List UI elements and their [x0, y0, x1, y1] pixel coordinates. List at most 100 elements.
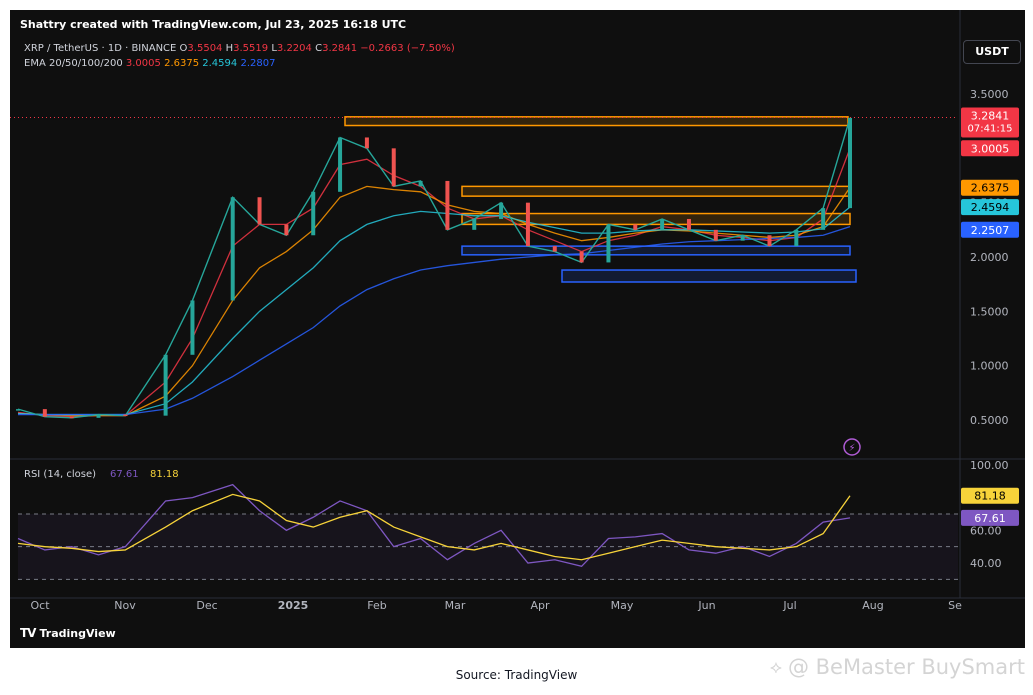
rsi-ma-tag: 81.18	[974, 490, 1006, 503]
time-tick-label: Aug	[862, 599, 883, 612]
ema200-tag-bg	[961, 221, 1019, 238]
rsi-tick-label: 60.00	[970, 524, 1002, 537]
lightning-glyph-icon: ⚡	[848, 443, 855, 454]
candle[interactable]	[257, 197, 262, 225]
candle[interactable]	[123, 414, 128, 417]
time-tick-label: May	[611, 599, 634, 612]
candle[interactable]	[190, 300, 195, 355]
candle[interactable]	[767, 235, 772, 247]
tradingview-mark-icon: TV	[20, 626, 37, 640]
rsi-value-tag-bg	[961, 509, 1019, 526]
symbol-ohlc-line: XRP / TetherUS · 1D · BINANCE O3.5504 H3…	[24, 43, 455, 54]
rsi-line[interactable]	[17, 483, 851, 567]
open-label: O	[179, 43, 188, 54]
rsi-value-tag: 67.61	[974, 512, 1006, 525]
low-value: 3.2204	[276, 43, 312, 54]
rsi-ma-tag-bg	[961, 487, 1019, 504]
candle[interactable]	[579, 251, 584, 263]
chart-canvas[interactable]: 3.50003.00002.50002.00001.50001.00000.50…	[10, 10, 1025, 648]
tradingview-logo-text: TradingView	[39, 626, 116, 640]
ema100-tag-bg	[961, 199, 1019, 216]
lightning-alert-icon[interactable]	[843, 438, 861, 456]
rsi-legend-value: 67.61	[110, 469, 139, 480]
ema-legend[interactable]: EMA 20/50/100/200 3.0005 2.6375 2.4594 2…	[24, 58, 275, 69]
watermark-logo-icon: ⟡	[770, 656, 782, 678]
open-value: 3.5504	[187, 43, 223, 54]
candle[interactable]	[633, 224, 638, 230]
high-label: H	[225, 43, 234, 54]
candle[interactable]	[794, 229, 799, 247]
candle[interactable]	[740, 235, 745, 241]
price-tick-label: 0.5000	[970, 414, 1009, 427]
candle[interactable]	[391, 148, 396, 187]
ema50-tag-bg	[961, 179, 1019, 196]
support-resistance-zone[interactable]	[461, 245, 851, 256]
candle[interactable]	[525, 202, 530, 247]
candle[interactable]	[821, 208, 826, 230]
support-resistance-zone[interactable]	[461, 185, 851, 197]
rsi-legend-ma-value: 81.18	[150, 469, 179, 480]
candle[interactable]	[552, 246, 557, 252]
candle[interactable]	[69, 416, 74, 419]
close-value: 3.2841	[322, 43, 358, 54]
watermark-text: @ BeMaster BuySmart	[787, 655, 1025, 679]
time-tick-label: Se	[948, 599, 962, 612]
time-tick-label: Oct	[30, 599, 50, 612]
change-value: −0.2663 (−7.50%)	[360, 43, 455, 54]
time-tick-label: Jul	[782, 599, 796, 612]
ema-200-value: 2.2807	[240, 58, 276, 69]
support-resistance-zone[interactable]	[461, 212, 851, 226]
ema-20-value: 3.0005	[125, 58, 161, 69]
candle[interactable]	[364, 137, 369, 149]
candle[interactable]	[472, 218, 477, 230]
candle[interactable]	[660, 218, 665, 230]
ema20-tag-bg	[961, 140, 1019, 157]
symbol-pair[interactable]: XRP / TetherUS · 1D · BINANCE	[24, 43, 177, 54]
created-by-header: Shattry created with TradingView.com, Ju…	[20, 18, 407, 31]
candle[interactable]	[16, 409, 20, 411]
ema200-tag: 2.2507	[971, 224, 1010, 237]
quote-currency-button[interactable]: USDT	[963, 40, 1021, 64]
candle[interactable]	[284, 224, 289, 236]
high-value: 3.5519	[233, 43, 269, 54]
ema100-tag: 2.4594	[971, 201, 1010, 214]
candle[interactable]	[42, 409, 47, 417]
ema-100-value: 2.4594	[202, 58, 238, 69]
last-price-tag: 3.2841	[971, 109, 1010, 122]
time-tick-label: Nov	[114, 599, 136, 612]
rsi-tick-label: 40.00	[970, 557, 1002, 570]
candle[interactable]	[338, 137, 343, 192]
candle[interactable]	[96, 414, 101, 418]
watermark: ⟡ @ BeMaster BuySmart	[770, 655, 1025, 679]
tradingview-logo[interactable]: TV TradingView	[20, 626, 116, 640]
ema-50-value: 2.6375	[164, 58, 200, 69]
ema20-tag: 3.0005	[971, 142, 1010, 155]
rsi-ma-line[interactable]	[17, 493, 851, 561]
close-label: C	[315, 43, 323, 54]
support-resistance-zone[interactable]	[561, 269, 857, 283]
time-tick-label: Mar	[445, 599, 466, 612]
candle[interactable]	[445, 180, 450, 230]
candle[interactable]	[606, 224, 611, 263]
candle[interactable]	[418, 180, 423, 187]
support-resistance-zone[interactable]	[344, 116, 849, 127]
ema50-tag: 2.6375	[971, 182, 1010, 195]
source-caption: Source: TradingView	[455, 668, 578, 682]
rsi-legend-label[interactable]: RSI (14, close)	[24, 469, 96, 480]
price-tick-label: 3.5000	[970, 88, 1009, 101]
candle[interactable]	[499, 202, 504, 219]
price-tick-label: 1.5000	[970, 305, 1009, 318]
price-tick-label: 2.0000	[970, 251, 1009, 264]
last-price-tag-bg	[961, 107, 1019, 138]
time-tick-label: Apr	[530, 599, 550, 612]
time-tick-label: Dec	[196, 599, 217, 612]
time-tick-label: 2025	[278, 599, 309, 612]
candle[interactable]	[713, 229, 718, 241]
countdown-label: 07:41:15	[968, 123, 1013, 134]
candle[interactable]	[686, 218, 691, 230]
candle[interactable]	[311, 191, 316, 236]
low-label: L	[271, 43, 277, 54]
candle[interactable]	[230, 197, 235, 301]
candle[interactable]	[848, 117, 852, 209]
candle[interactable]	[163, 354, 168, 416]
